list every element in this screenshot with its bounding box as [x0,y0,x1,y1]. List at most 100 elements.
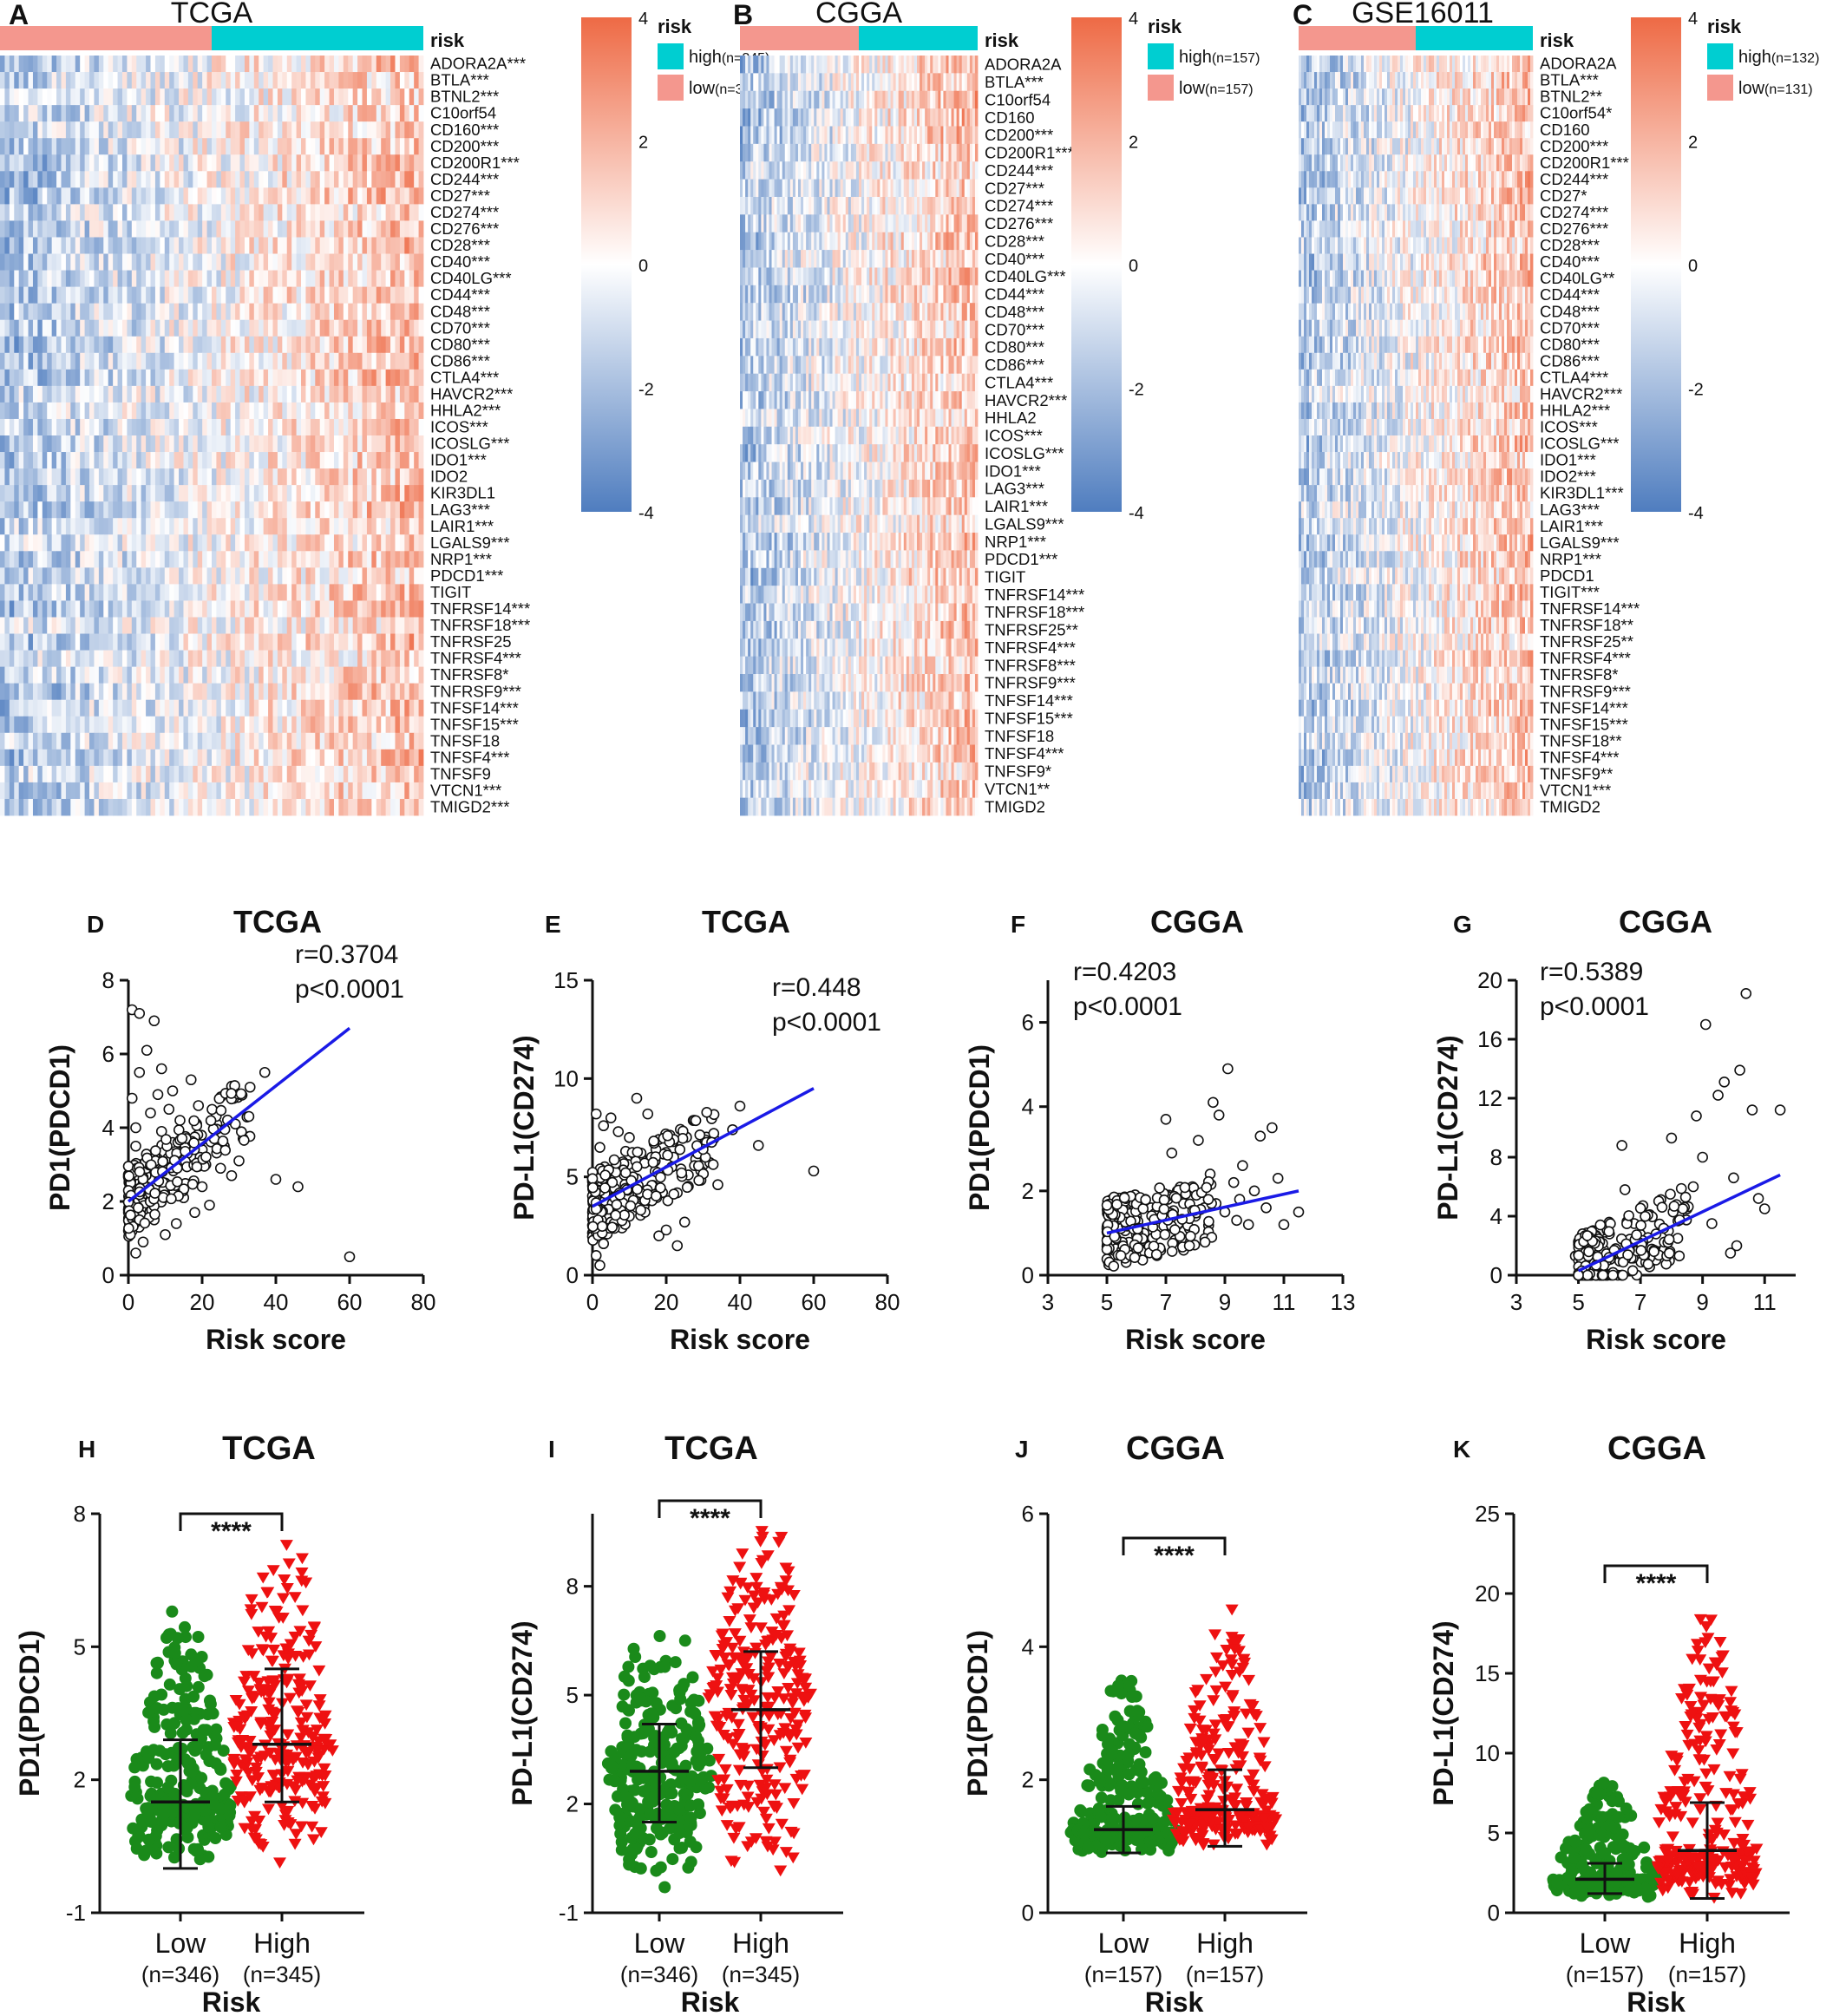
heatmap-cell [197,253,203,271]
heatmap-cell [837,108,841,127]
heatmap-cell [187,600,193,618]
heatmap-cell [216,253,222,271]
heatmap-cell [216,633,222,651]
heatmap-cell [160,171,166,188]
heatmap-cell [183,204,189,221]
heatmap-cell [136,452,142,469]
heatmap-cell [206,699,213,717]
heatmap-cell [385,435,391,453]
heatmap-cell [197,666,203,684]
heatmap-cell [310,418,316,436]
heatmap-cell [301,798,306,816]
heatmap-cell [23,765,29,783]
heatmap-cell [895,143,900,162]
heatmap-cell [900,161,905,180]
heatmap-cell [37,319,43,337]
heatmap-cell [249,352,255,370]
heatmap-cell [861,196,865,215]
heatmap-cell [220,385,226,403]
heatmap-cell [259,121,265,139]
heatmap-cell [259,501,265,519]
heatmap-cell [18,352,24,370]
heatmap-cell [371,732,377,750]
heatmap-cell [61,204,67,221]
heatmap-cell [848,143,852,162]
heatmap-cell [42,501,48,519]
heatmap-cell [277,204,283,221]
heatmap-cell [75,385,81,403]
heatmap-cell [127,600,133,618]
heatmap-cell [395,72,401,89]
heatmap-cell [230,617,236,634]
heatmap-cell [23,435,29,453]
heatmap-cell [23,716,29,734]
heatmap-cell [18,303,24,321]
heatmap-cell [80,551,85,568]
heatmap-cell [103,435,109,453]
heatmap-cell [235,749,240,767]
heatmap-cell [272,749,278,767]
heatmap-cell [89,154,95,172]
heatmap-cell [376,452,382,469]
heatmap-cell [121,699,128,717]
heatmap-cell [268,666,273,684]
heatmap-cell [848,196,852,215]
heatmap-cell [366,138,372,155]
heatmap-cell [296,501,302,519]
heatmap-cell [808,73,812,92]
heatmap-cell [277,154,283,172]
heatmap-cell [249,385,255,403]
heatmap-cell [404,600,410,618]
heatmap-cell [366,551,372,568]
heatmap-cell [244,402,250,420]
heatmap-cell [56,600,62,618]
heatmap-cell [371,385,377,403]
heatmap-cell [940,161,944,180]
heatmap-cell [108,171,114,188]
heatmap-cell [385,237,391,254]
heatmap-cell [244,270,250,288]
heatmap-cell [98,138,104,155]
heatmap-cell [753,143,756,162]
heatmap-cell [56,270,62,288]
heatmap-cell [70,121,76,139]
heatmap-cell [864,196,867,215]
heatmap-cell [263,534,269,552]
heatmap-cell [47,72,53,89]
heatmap-cell [80,385,85,403]
heatmap-cell [216,352,222,370]
heatmap-cell [202,220,207,238]
heatmap-cell [906,126,910,145]
heatmap-cell [32,385,38,403]
heatmap-cell [357,732,363,750]
heatmap-cell [315,716,321,734]
heatmap-cell [348,666,354,684]
heatmap-cell [352,253,358,271]
heatmap-cell [263,418,269,436]
heatmap-cell [206,600,213,618]
heatmap-cell [98,683,104,701]
heatmap-cell [908,56,913,74]
heatmap-cell [84,666,90,684]
heatmap-cell [366,716,372,734]
heatmap-cell [216,749,222,767]
heatmap-cell [239,56,245,73]
heatmap-cell [179,518,184,535]
heatmap-cell [18,418,24,436]
heatmap-cell [121,666,128,684]
heatmap-cell [824,108,828,127]
heatmap-cell [127,237,133,254]
heatmap-cell [193,732,199,750]
heatmap-cell [864,143,867,162]
heatmap-cell [343,369,349,387]
heatmap-cell [333,600,339,618]
heatmap-cell [338,633,344,651]
heatmap-cell [127,220,133,238]
heatmap-cell [399,765,405,783]
heatmap-cell [381,584,387,601]
heatmap-cell [42,88,48,106]
heatmap-cell [362,270,368,288]
heatmap-cell [0,303,5,321]
gene-label: TNFRSF14*** [430,599,530,618]
heatmap-cell [376,237,382,254]
